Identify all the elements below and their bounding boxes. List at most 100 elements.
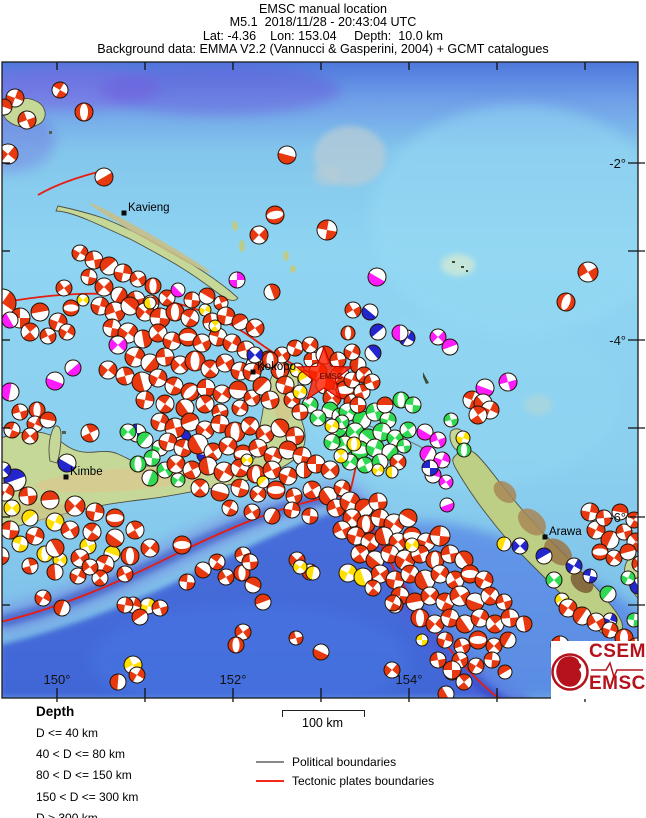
focal-mechanism-ball <box>166 454 186 474</box>
focal-mechanism-ball <box>455 430 471 446</box>
focal-mechanism-ball <box>499 631 517 649</box>
focal-mechanism-ball <box>277 145 297 165</box>
focal-mechanism-ball <box>309 409 327 427</box>
focal-mechanism-ball <box>320 460 340 480</box>
focal-mechanism-ball <box>150 412 170 432</box>
focal-mechanism-ball <box>148 323 168 343</box>
focal-mechanism-ball <box>2 311 19 329</box>
focal-mechanism-ball <box>460 564 480 584</box>
focal-mechanism-ball <box>80 268 98 286</box>
focal-mechanism-ball <box>425 550 445 570</box>
focal-mechanism-ball <box>515 615 533 633</box>
focal-mechanism-ball <box>456 442 472 458</box>
focal-mechanism-ball <box>266 480 286 500</box>
focal-mechanism-ball <box>180 308 200 328</box>
focal-mechanism-ball <box>323 433 341 451</box>
focal-mechanism-ball <box>363 373 381 391</box>
logo-text-csem: CSEM <box>589 641 646 662</box>
focal-mechanism-ball <box>128 666 146 684</box>
focal-mechanism-ball <box>440 544 460 564</box>
focal-mechanism-ball <box>429 651 447 669</box>
csem-emsc-logo: CSEM EMSC <box>551 641 646 699</box>
focal-mechanism-ball <box>200 359 220 379</box>
focal-mechanism-ball <box>135 390 155 410</box>
focal-mechanism-ball <box>605 549 623 567</box>
header-magnitude-datetime: M5.1 2018/11/28 - 20:43:04 UTC <box>229 15 417 30</box>
focal-mechanism-ball <box>30 302 50 322</box>
focal-mechanism-ball <box>329 351 347 369</box>
logo-text-emsc: EMSC <box>589 673 646 694</box>
focal-mechanism-ball <box>175 398 195 418</box>
focal-mechanism-ball <box>465 592 485 612</box>
focal-mechanism-ball <box>312 643 330 661</box>
city-label: Kavieng <box>128 202 170 214</box>
focal-mechanism-ball <box>143 296 157 310</box>
boundary-line-swatch <box>256 779 284 782</box>
focal-mechanism-ball <box>198 303 212 317</box>
focal-mechanism-ball <box>222 333 242 353</box>
focal-mechanism-ball <box>18 486 38 506</box>
focal-mechanism-ball <box>108 335 128 355</box>
map-frame <box>1 61 639 699</box>
boundary-line-swatch <box>256 760 284 763</box>
focal-mechanism-ball <box>374 526 394 546</box>
focal-mechanism-ball <box>263 283 281 301</box>
willaumez-peninsula <box>48 425 62 464</box>
focal-mechanism-ball <box>170 472 186 488</box>
focal-mechanism-ball <box>439 497 455 513</box>
focal-mechanism-ball <box>376 396 394 414</box>
focal-mechanism-ball <box>261 351 279 369</box>
focal-mechanism-ball <box>365 438 385 458</box>
focal-mechanism-ball <box>109 673 127 691</box>
focal-mechanism-ball <box>187 433 209 455</box>
focal-mechanism-ball <box>2 520 20 540</box>
focal-mechanism-ball <box>385 465 399 479</box>
focal-mechanism-ball <box>39 411 57 429</box>
longitude-label: 154° <box>396 672 423 687</box>
focal-mechanism-ball <box>90 296 110 316</box>
epicenter-star-label: EMSC <box>319 372 342 381</box>
focal-mechanism-ball <box>430 564 450 584</box>
focal-mechanism-ball <box>45 371 65 391</box>
focal-mechanism-ball <box>283 501 301 519</box>
focal-mechanism-ball <box>292 559 308 575</box>
focal-mechanism-ball <box>178 573 196 591</box>
focal-mechanism-ball <box>240 453 254 467</box>
focal-mechanism-ball <box>429 431 447 449</box>
focal-mechanism-ball <box>599 585 617 603</box>
focal-mechanism-ball <box>288 630 304 646</box>
focal-mechanism-ball <box>20 322 40 342</box>
focal-mechanism-ball <box>365 402 385 422</box>
focal-mechanism-ball <box>81 558 99 576</box>
focal-mechanism-ball <box>398 508 418 528</box>
boundaries-legend: Political boundaries Tectonic plates boun… <box>256 752 434 790</box>
focal-mechanism-ball <box>11 535 29 553</box>
focal-mechanism-ball <box>252 376 272 396</box>
focal-mechanism-ball <box>369 323 387 341</box>
focal-mechanism-ball <box>215 353 235 373</box>
focal-mechanism-ball <box>25 526 45 546</box>
focal-mechanism-ball <box>441 338 459 356</box>
focal-mechanism-ball <box>212 384 232 404</box>
focal-mechanism-ball <box>170 282 186 298</box>
focal-mechanism-ball <box>45 538 65 558</box>
focal-mechanism-ball <box>470 608 490 628</box>
focal-mechanism-ball <box>208 319 222 333</box>
focal-mechanism-ball <box>246 346 264 364</box>
focal-mechanism-ball <box>421 459 439 477</box>
focal-mechanism-ball <box>455 673 473 691</box>
focal-mechanism-ball <box>286 339 304 357</box>
focal-mechanism-ball <box>316 219 338 241</box>
scale-bar <box>282 710 365 717</box>
focal-mechanism-ball <box>116 596 134 614</box>
focal-mechanism-ball <box>270 418 290 438</box>
focal-mechanism-ball <box>244 576 262 594</box>
focal-mechanism-ball <box>151 599 169 617</box>
focal-mechanism-ball <box>368 492 388 512</box>
focal-mechanism-ball <box>535 547 553 565</box>
depth-class-label: D > 300 km <box>36 810 98 818</box>
focal-mechanism-ball <box>39 327 57 345</box>
focal-mechanism-ball <box>340 325 356 341</box>
focal-mechanism-ball <box>129 455 147 473</box>
header-title: EMSC manual location <box>258 2 388 16</box>
